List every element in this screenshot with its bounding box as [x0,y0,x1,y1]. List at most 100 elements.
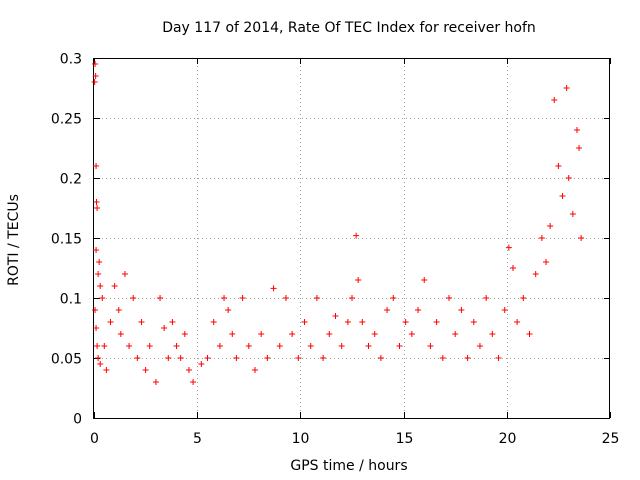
chart-title: Day 117 of 2014, Rate Of TEC Index for r… [162,20,536,36]
data-point [216,343,223,349]
data-point [384,307,391,313]
data-point [270,285,277,292]
data-point [225,307,232,313]
data-point [99,295,106,301]
data-point [103,367,110,373]
data-point [126,343,133,349]
data-point [97,283,104,289]
data-point [301,319,308,325]
data-point [245,343,252,349]
data-point [433,319,440,325]
data-point [181,331,188,337]
data-point [390,295,397,301]
data-point [152,379,159,385]
data-point [95,355,102,361]
data-point [565,175,572,181]
data-point [93,199,100,205]
data-point [121,271,128,277]
data-point [446,295,453,301]
data-point [365,343,372,349]
data-point [408,331,415,337]
data-point [569,211,576,217]
data-point [138,319,145,325]
data-point [142,367,149,373]
data-point [483,295,490,301]
data-point [289,331,296,337]
data-point [547,223,554,229]
data-point [320,355,327,361]
data-point [210,319,217,325]
x-tick-label: 10 [292,431,310,447]
data-point [190,379,197,385]
data-point [134,355,141,361]
data-point [107,319,114,325]
y-tick-label: 0.1 [60,292,82,308]
data-point [161,325,168,331]
data-point [377,355,384,361]
data-point [338,343,345,349]
axis-ticks [94,58,611,419]
data-point [146,343,153,349]
data-point [93,325,100,331]
data-point [489,331,496,337]
data-point [276,343,283,349]
data-point [371,331,378,337]
data-point [307,343,314,349]
data-point [185,367,192,373]
data-point [538,235,545,241]
data-point [439,355,446,361]
data-point [117,331,124,337]
data-point [94,343,101,349]
data-point [97,361,104,367]
x-tick-label: 15 [396,431,414,447]
data-point [421,277,428,283]
tick-labels: 0 5 10 15 20 25 0 0.05 0.1 0.15 0.2 0.25 0.3 [51,52,620,448]
data-point [165,355,172,361]
data-point [332,313,339,319]
y-tick-label: 0 [73,412,82,428]
y-tick-label: 0.25 [51,112,82,128]
data-point [532,271,539,277]
data-point [130,295,137,301]
y-tick-label: 0.2 [60,172,82,188]
data-point [313,295,320,301]
data-point [359,319,366,325]
data-point [229,331,236,337]
data-point [93,163,100,169]
data-point [91,79,98,85]
x-tick-label: 5 [193,431,202,447]
data-point [204,355,211,361]
data-point [578,235,585,241]
data-point [157,295,164,301]
data-point [93,247,100,253]
data-point [221,295,228,301]
data-point [326,331,333,337]
data-point [101,343,108,349]
data-point [115,307,122,313]
data-point [458,307,465,313]
data-point [295,355,302,361]
data-point [526,331,533,337]
x-tick-label: 0 [90,431,99,447]
data-point [576,145,583,151]
x-axis-label: GPS time / hours [290,458,407,474]
data-point [427,343,434,349]
data-point [402,319,409,325]
data-point [509,265,516,271]
y-tick-label: 0.3 [60,52,82,68]
y-tick-label: 0.15 [51,232,82,248]
data-point [92,73,99,79]
data-point [169,319,176,325]
data-point [353,232,360,239]
data-point [563,85,570,91]
data-point [282,295,289,301]
data-point [92,61,99,67]
data-point [258,331,265,337]
data-point [111,283,118,289]
data-point [94,205,101,211]
data-point [573,127,580,133]
x-tick-label: 25 [602,431,620,447]
data-point [505,244,512,251]
y-axis-label: ROTI / TECUs [6,194,22,286]
data-point [177,355,184,361]
